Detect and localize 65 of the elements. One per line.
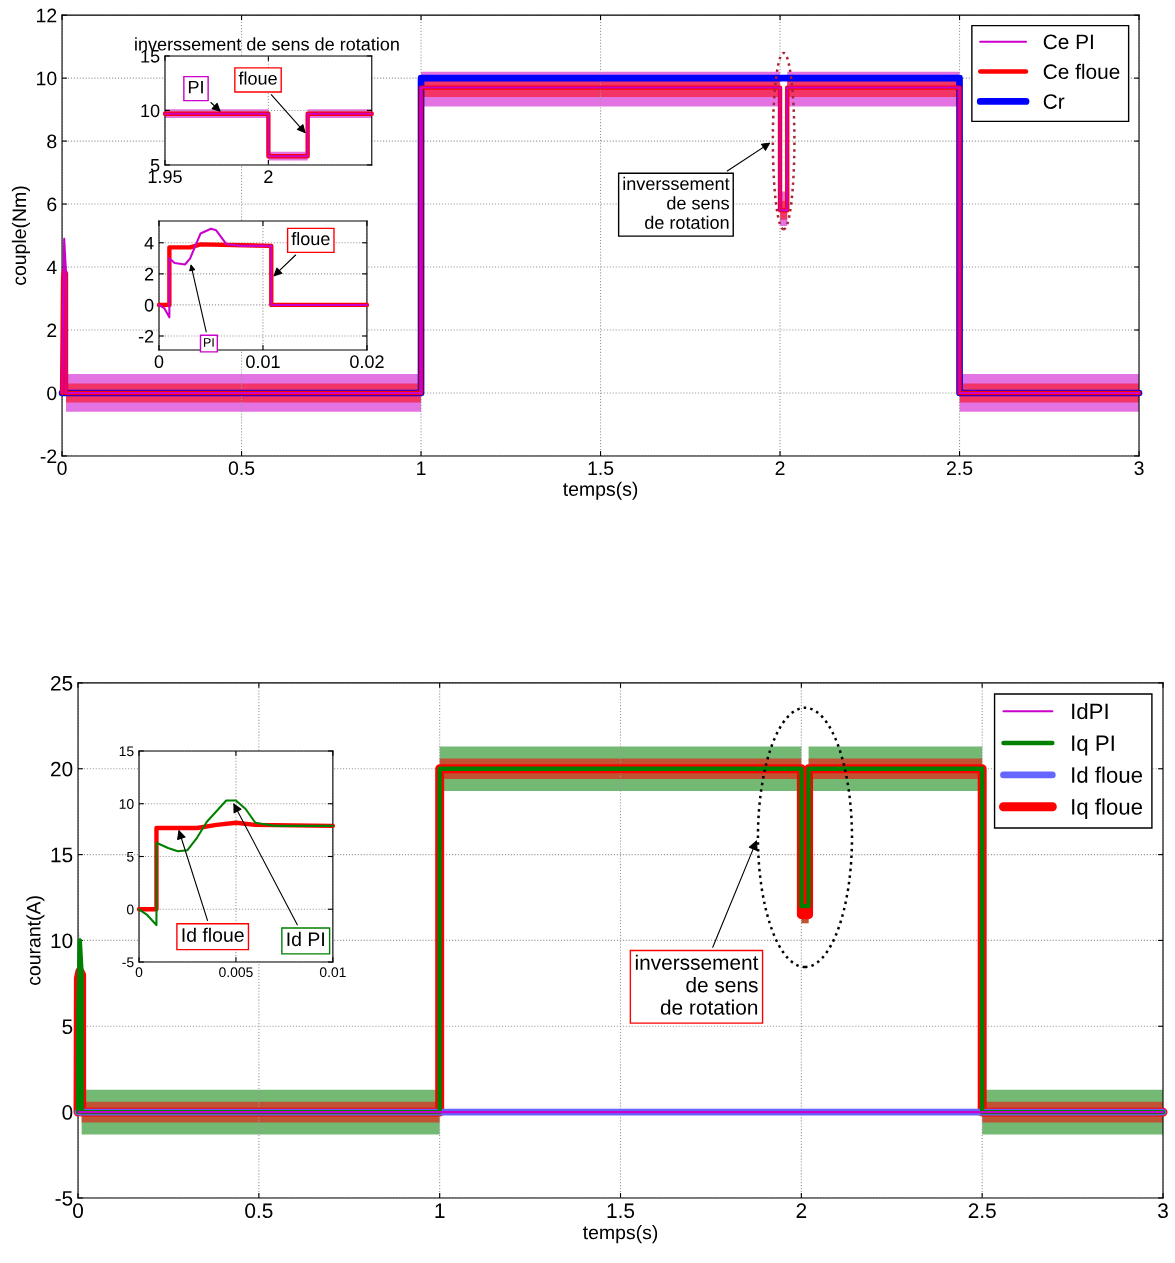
x-tick-label: 1.5	[607, 1203, 635, 1219]
x-tick-label: 0.01	[319, 967, 346, 978]
legend-label: Cr	[1043, 94, 1065, 109]
y-tick-label: 12	[37, 8, 57, 23]
x-tick-label: 0	[73, 1203, 83, 1219]
x-tick-label: 0.5	[228, 461, 255, 476]
x-axis-title: temps(s)	[583, 1225, 658, 1244]
y-tick-label: 2	[47, 323, 57, 338]
x-tick-label: 0.005	[219, 967, 253, 978]
y-tick-label: 5	[150, 159, 160, 172]
annotation: inverssement de sens de rotation	[635, 954, 759, 1015]
y-axis-title: couple(Nm)	[11, 186, 30, 285]
x-tick-label: 0.01	[246, 355, 280, 369]
y-tick-label: 0	[144, 298, 154, 312]
y-tick-label: -5	[122, 957, 134, 968]
annotation: inverssement de sens de rotation	[623, 176, 730, 229]
y-tick-label: 15	[141, 50, 160, 63]
legend-label: Iq floue	[1072, 798, 1143, 820]
annotation: PI	[188, 80, 203, 94]
legend-label: Iq PI	[1072, 735, 1114, 756]
annotation: Id floue	[182, 927, 244, 942]
x-tick-label: 1.5	[588, 461, 614, 476]
x-tick-label: 1	[417, 461, 426, 475]
y-tick-label: 4	[46, 260, 57, 275]
x-tick-label: 3	[1134, 461, 1144, 476]
y-tick-label: 15	[119, 746, 134, 757]
x-tick-label: 2	[775, 461, 785, 475]
y-tick-label: 5	[126, 851, 134, 862]
y-tick-label: 10	[141, 104, 160, 118]
legend-label: Ce PI	[1043, 34, 1093, 50]
legend-label: IdPI	[1072, 702, 1108, 720]
y-tick-label: 8	[47, 134, 57, 149]
x-tick-label: 2.5	[947, 461, 973, 476]
x-tick-label: 2.5	[968, 1203, 996, 1219]
x-tick-label: 1	[435, 1203, 445, 1218]
y-tick-label: 15	[51, 847, 73, 863]
y-tick-label: 10	[37, 71, 57, 86]
x-tick-label: 3	[1158, 1203, 1168, 1219]
y-tick-label: 4	[144, 236, 154, 250]
annotation: floue	[238, 71, 277, 85]
y-tick-label: 20	[51, 761, 73, 777]
y-tick-label: 10	[119, 799, 134, 809]
y-tick-label: 25	[51, 675, 73, 691]
x-axis-title: temps(s)	[563, 481, 638, 500]
y-tick-label: 0	[62, 1105, 73, 1120]
y-tick-label: 6	[47, 197, 57, 212]
x-tick-label: 2	[796, 1203, 807, 1218]
y-tick-label: 5	[62, 1019, 73, 1035]
x-tick-label: 0.5	[245, 1203, 273, 1219]
y-tick-label: 0	[47, 386, 57, 401]
y-axis-title: courant(A)	[26, 896, 45, 985]
legend-label: Ce floue	[1043, 63, 1120, 80]
annotation: Id PI	[287, 931, 324, 947]
x-tick-label: 0.02	[350, 355, 384, 369]
y-tick-label: -2	[138, 329, 154, 343]
annotation: floue	[291, 231, 330, 246]
x-tick-label: 1.95	[148, 170, 182, 184]
y-tick-label: 10	[51, 933, 73, 949]
y-tick-label: 0	[126, 904, 134, 915]
chart-title: inverssement de sens de rotation	[135, 37, 399, 51]
legend-label: Id floue	[1072, 766, 1143, 783]
y-tick-label: -2	[40, 449, 57, 463]
y-tick-label: -5	[55, 1191, 73, 1206]
y-tick-label: 2	[144, 267, 154, 281]
annotation: PI	[204, 338, 214, 347]
